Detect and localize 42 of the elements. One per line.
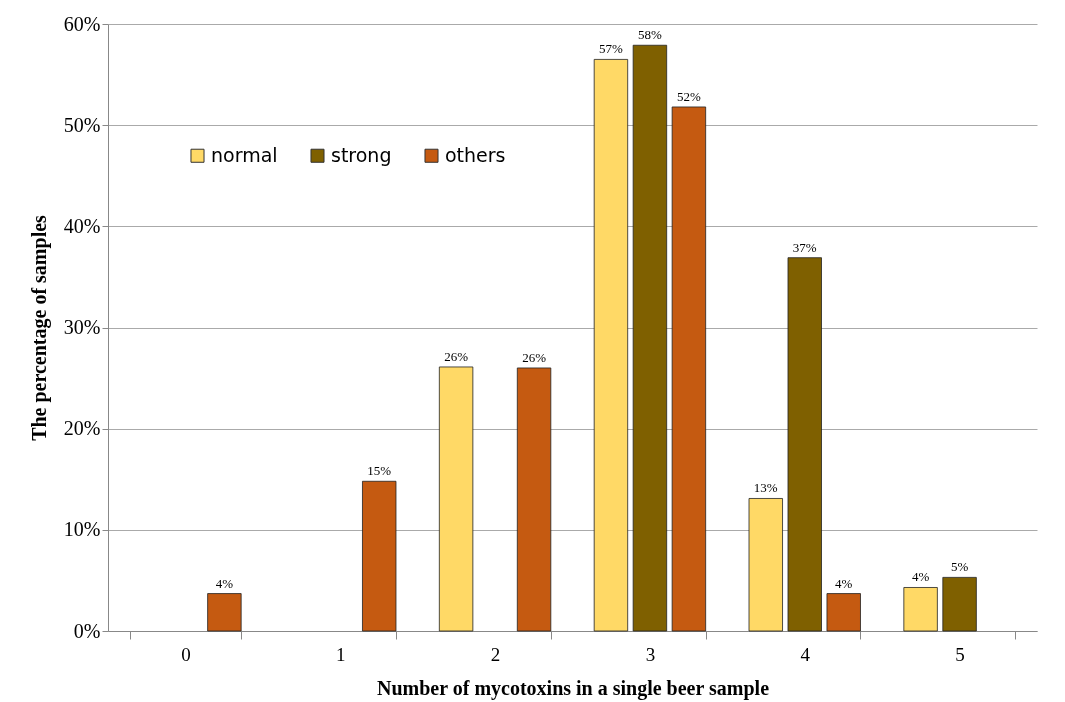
y-tick-label: 20%: [63, 417, 101, 440]
y-tick-label: 0%: [73, 619, 101, 642]
bar: [438, 366, 474, 632]
data-label: 26%: [522, 349, 547, 365]
bar: [748, 498, 783, 632]
x-tick-label: 5: [955, 643, 965, 665]
y-tick-label: 40%: [63, 214, 101, 237]
data-label: 13%: [753, 480, 778, 496]
x-axis-title: Number of mycotoxins in a single beer sample: [376, 676, 770, 700]
data-label: 58%: [637, 27, 662, 43]
data-label: 37%: [792, 239, 817, 255]
x-tick-label: 0: [181, 643, 191, 665]
bar: [826, 593, 861, 632]
y-axis-title: The percentage of samples: [27, 214, 51, 441]
bar: [362, 480, 397, 632]
x-tick-label: 2: [490, 643, 501, 665]
data-label: 15%: [367, 463, 392, 479]
data-label: 4%: [911, 569, 930, 585]
x-tick-label: 3: [645, 643, 656, 665]
x-tick-label: 1: [336, 643, 346, 665]
bar: [207, 593, 242, 632]
bar: [593, 59, 629, 632]
data-label: 4%: [835, 575, 853, 591]
y-tick-label: 60%: [63, 12, 101, 35]
data-label: 5%: [950, 559, 969, 575]
bar: [787, 257, 822, 632]
data-label: 57%: [599, 41, 624, 57]
bar: [942, 576, 977, 632]
bar: [903, 587, 938, 632]
data-label: 4%: [215, 575, 234, 591]
y-tick-label: 30%: [63, 316, 101, 338]
bar: [671, 106, 707, 632]
legend-label: strong: [331, 143, 392, 166]
bar: [516, 367, 552, 632]
data-label: 26%: [444, 348, 469, 364]
legend-label: others: [445, 143, 506, 166]
y-tick-label: 10%: [63, 518, 101, 541]
legend-label: normal: [211, 143, 278, 166]
y-tick-label: 50%: [63, 113, 101, 136]
bar: [632, 44, 668, 632]
data-label: 52%: [676, 88, 701, 104]
x-tick-label: 4: [800, 643, 811, 665]
